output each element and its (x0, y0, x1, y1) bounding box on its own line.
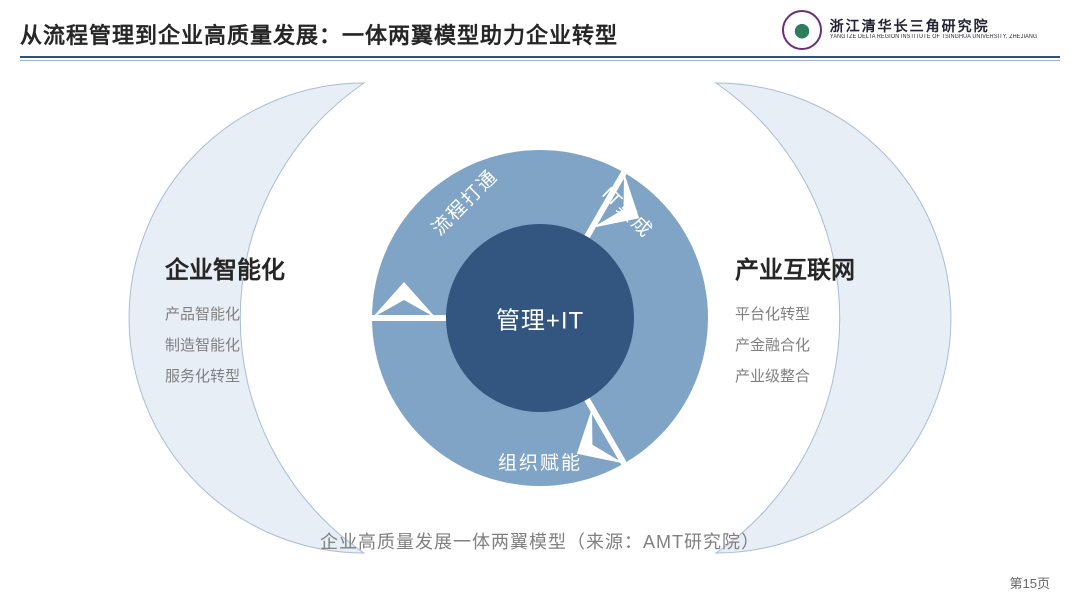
right-wing-block: 产业互联网 平台化转型 产金融合化 产业级整合 (735, 250, 915, 386)
right-wing-item: 产业级整合 (735, 365, 915, 386)
left-wing-item: 服务化转型 (165, 365, 345, 386)
left-wing-item: 制造智能化 (165, 334, 345, 355)
page-number: 第15页 (1010, 573, 1050, 592)
left-wing-block: 企业智能化 产品智能化 制造智能化 服务化转型 (165, 250, 345, 386)
right-wing-title: 产业互联网 (735, 250, 915, 285)
right-wing-item: 平台化转型 (735, 303, 915, 324)
caption: 企业高质量发展一体两翼模型（来源：AMT研究院） (0, 528, 1080, 554)
org-logo: 浙江清华长三角研究院 YANGTZE DELTA REGION INSTITUT… (782, 10, 1060, 50)
org-name-cn: 浙江清华长三角研究院 (830, 19, 1060, 34)
segment-bottom-label: 组织赋能 (498, 448, 582, 475)
left-wing-item: 产品智能化 (165, 303, 345, 324)
left-wing-title: 企业智能化 (165, 250, 345, 285)
title-rule (20, 56, 1060, 58)
diagram-stage: 管理+IT 流程打通 IT集成 组织赋能 企业智能化 产品智能化 制造智能化 服… (0, 70, 1080, 568)
org-name-en: YANGTZE DELTA REGION INSTITUTE OF TSINGH… (830, 34, 1037, 41)
core-label: 管理+IT (496, 301, 584, 336)
right-wing-item: 产金融合化 (735, 334, 915, 355)
logo-badge-icon (782, 10, 822, 50)
